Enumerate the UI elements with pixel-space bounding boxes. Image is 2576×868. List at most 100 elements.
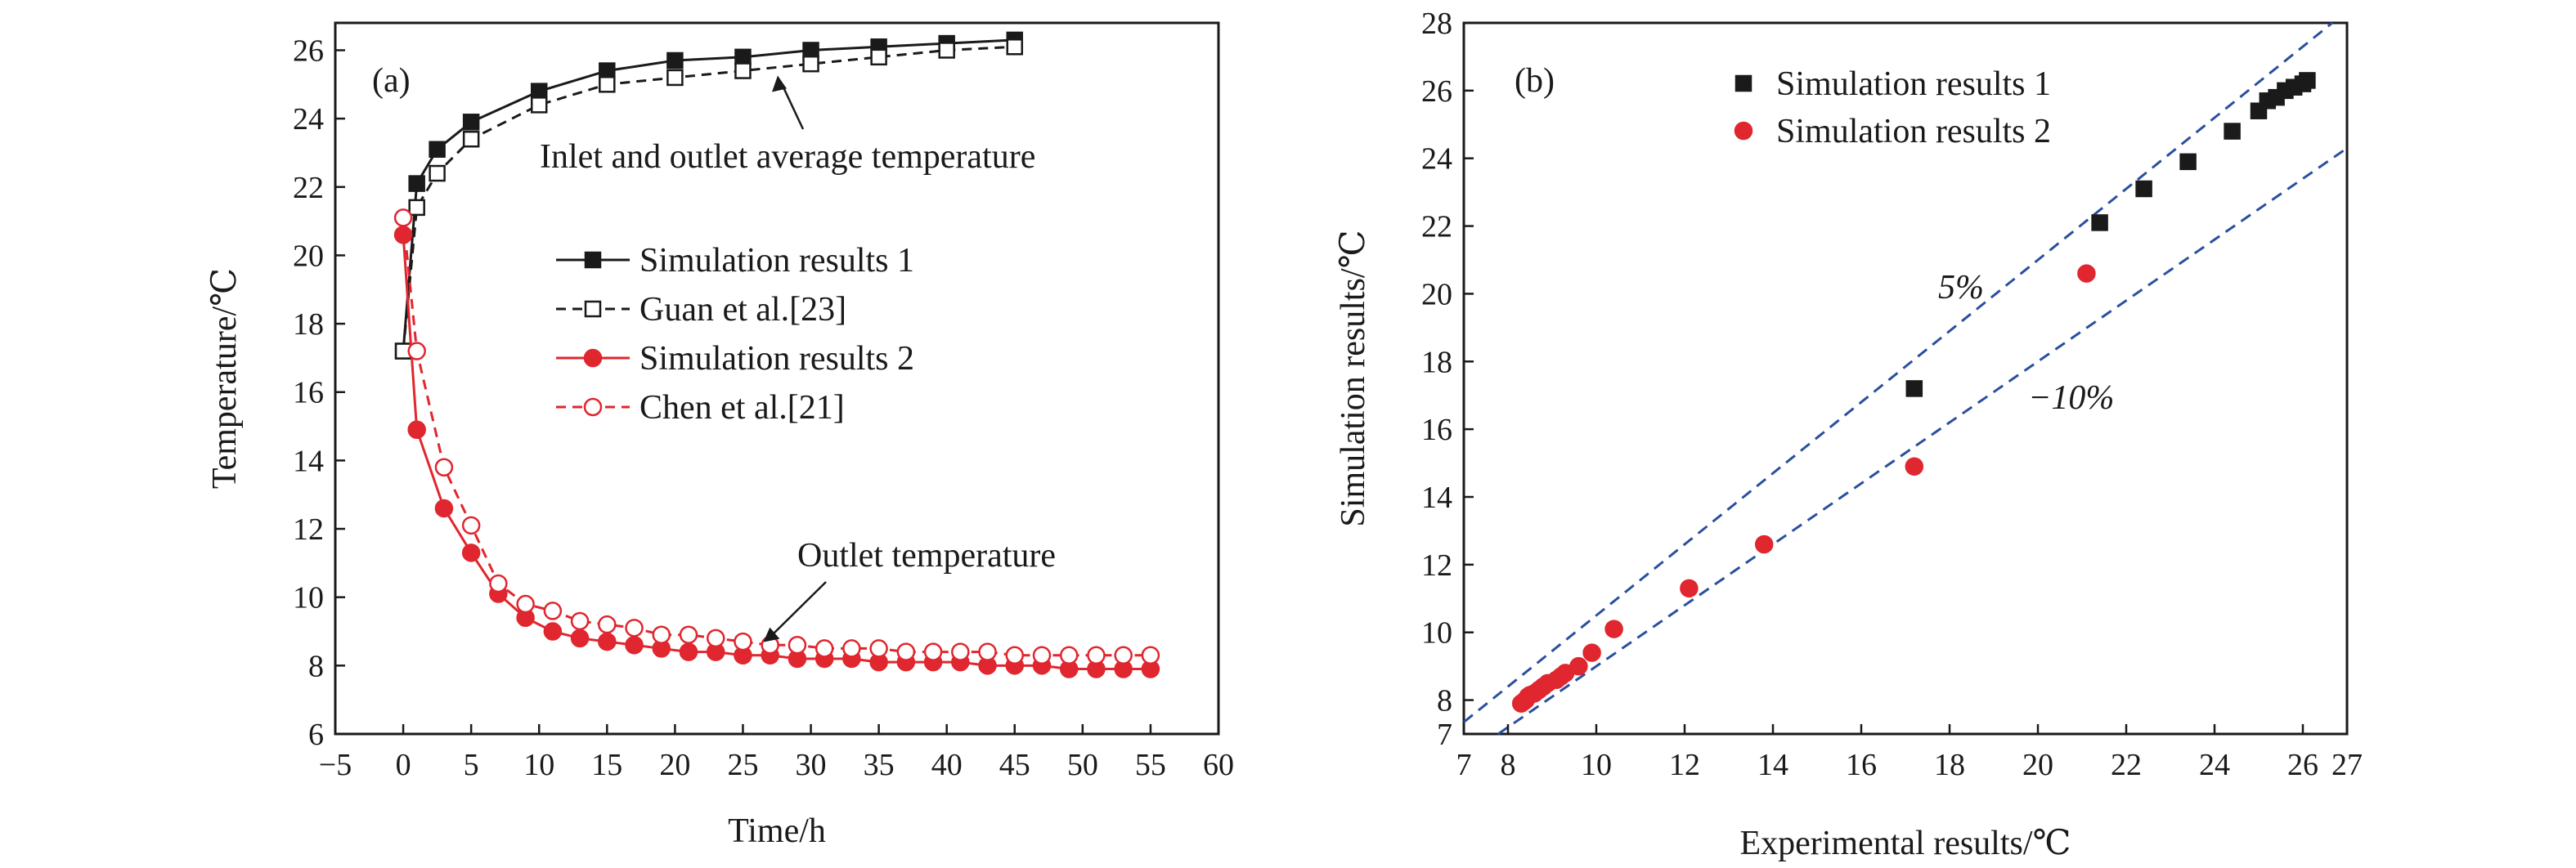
panel-a-x-tick-label: 30 — [796, 748, 827, 782]
panel-b-series-2-point — [1680, 579, 1699, 598]
panel-a-y-tick-label: 18 — [293, 307, 324, 342]
panel-a-legend-marker — [584, 251, 602, 269]
panel-b-y-tick-label: 12 — [1421, 548, 1452, 583]
panel-b-series-2-point — [1754, 535, 1774, 554]
panel-b-reference-line — [1463, 21, 2333, 723]
panel-b-series-2-point — [2077, 264, 2096, 283]
panel-b-x-tick-label: 7 — [1456, 748, 1472, 782]
panel-a-series-4-point — [461, 516, 481, 535]
panel-b-x-tick-label: 27 — [2331, 748, 2363, 782]
panel-a-series-2-point — [802, 55, 819, 73]
panel-a-series-4-point — [815, 639, 834, 658]
panel-a-y-tick-label: 10 — [293, 581, 324, 615]
panel-b-x-axis-title: Experimental results/℃ — [1739, 825, 2071, 862]
panel-b-reference-line — [1497, 147, 2348, 736]
panel-b-legend: Simulation results 1 Simulation results 2 — [1734, 65, 2051, 150]
panel-a-series-3-point — [543, 622, 563, 641]
panel-a-legend-label: Simulation results 1 — [640, 242, 914, 280]
panel-a-x-tick-label: 0 — [396, 748, 411, 782]
panel-a-series-3-point — [407, 420, 426, 439]
panel-a-legend-label: Simulation results 2 — [640, 340, 914, 378]
panel-b-series-1-point — [2135, 180, 2152, 198]
panel-a-axis-ticks: −5 0 5 10 15 20 25 30 35 40 45 50 55 60 6 8 10 12 14 16 18 20… — [293, 34, 1234, 782]
panel-a-series-2-point — [734, 62, 752, 79]
panel-a-legend-label: Chen et al.[21] — [640, 389, 845, 427]
panel-a-series-3-point — [679, 642, 698, 661]
panel-a-y-tick-label: 22 — [293, 171, 324, 205]
panel-a-series-1-point — [530, 83, 548, 100]
panel-a-series-4-point — [788, 636, 807, 655]
panel-b-series-2-point — [1511, 694, 1531, 713]
panel-b-series-1-point — [2299, 72, 2316, 89]
panel-a-annotation-arrow — [769, 581, 827, 638]
panel-a-series-1-point — [429, 141, 446, 159]
panel-a-series-2-point — [666, 69, 684, 87]
panel-b-chart: 5%−10% 7 8 10 12 14 16 18 20 22 24 26 2778101214161… — [1335, 7, 2363, 862]
panel-b-y-tick-label: 28 — [1421, 7, 1452, 41]
panel-a-series-layer — [393, 31, 1160, 678]
panel-a-y-tick-label: 26 — [293, 34, 324, 68]
panel-b-series-1-point — [2179, 153, 2197, 171]
panel-b-series-2-point — [1582, 643, 1601, 662]
panel-a-x-tick-label: 35 — [864, 748, 895, 782]
panel-b-axis-ticks: 7 8 10 12 14 16 18 20 22 24 26 27781012141618202224… — [1421, 7, 2363, 782]
panel-a-series-2-point — [530, 96, 548, 114]
panel-a-series-4-point — [1114, 646, 1133, 665]
panel-a-x-axis-title: Time/h — [728, 812, 826, 850]
panel-b-y-tick-label: 8 — [1437, 684, 1452, 718]
panel-a-series-4-point — [543, 602, 563, 620]
panel-a-legend: Simulation results 1 Guan et al.[23] Simul… — [556, 242, 914, 427]
panel-b-series-2-point — [1905, 457, 1924, 476]
panel-b-y-tick-label: 18 — [1421, 345, 1452, 379]
panel-a-series-2-point — [1006, 38, 1024, 56]
panel-a-series-4-point — [652, 625, 671, 644]
panel-b-x-tick-label: 12 — [1669, 748, 1700, 782]
panel-a-series-4-point — [1059, 646, 1079, 665]
panel-a-y-tick-label: 20 — [293, 239, 324, 273]
panel-b-y-tick-label: 7 — [1437, 718, 1452, 752]
panel-b-reference-label: 5% — [1938, 269, 1984, 306]
panel-a-y-tick-label: 14 — [293, 444, 324, 478]
panel-a-x-tick-label: 5 — [464, 748, 479, 782]
panel-a-series-3-point — [598, 632, 617, 651]
panel-b-label: (b) — [1515, 62, 1555, 100]
panel-a-series-4-point — [625, 619, 644, 638]
panel-b-legend-label: Simulation results 2 — [1776, 113, 2051, 150]
panel-a-plot-frame — [334, 21, 1220, 736]
panel-a-series-4-point — [869, 639, 888, 658]
panel-b-y-tick-label: 22 — [1421, 210, 1452, 244]
panel-b-x-tick-label: 8 — [1501, 748, 1516, 782]
panel-a-series-4-point — [679, 625, 698, 644]
panel-a-series-2-point — [599, 76, 616, 93]
panel-a-series-3-point — [625, 636, 644, 655]
panel-a-annotation-arrowhead — [763, 627, 780, 642]
panel-a-series-2-point — [462, 130, 480, 148]
panel-a-series-3-point — [570, 629, 590, 648]
panel-a-x-tick-label: 25 — [727, 748, 758, 782]
panel-b-series-1-point — [2091, 214, 2108, 231]
panel-a-x-tick-label: 20 — [659, 748, 690, 782]
panel-a-x-tick-label: 40 — [931, 748, 963, 782]
panel-a-series-1-point — [599, 62, 616, 79]
panel-b-y-tick-label: 26 — [1421, 74, 1452, 109]
panel-a-series-4-point — [489, 574, 508, 593]
panel-b-legend-label: Simulation results 1 — [1776, 65, 2051, 103]
panel-a-annotation-arrow — [779, 82, 805, 130]
panel-a-y-tick-label: 8 — [308, 649, 324, 683]
panel-a-x-tick-label: 60 — [1203, 748, 1234, 782]
panel-a-legend-marker — [584, 300, 602, 318]
panel-b-x-tick-label: 26 — [2287, 748, 2318, 782]
panel-b-y-tick-label: 20 — [1421, 277, 1452, 311]
panel-a-series-4-point — [842, 639, 861, 658]
panel-a-series-2-point — [938, 42, 955, 59]
panel-a-series-3-point — [393, 226, 413, 244]
panel-b-x-tick-label: 18 — [1934, 748, 1965, 782]
panel-a-x-tick-label: 55 — [1135, 748, 1166, 782]
panel-a-series-4-point — [706, 629, 725, 648]
panel-a-series-4-point — [923, 642, 943, 661]
panel-a-legend-marker — [583, 397, 603, 417]
panel-a-y-tick-label: 6 — [308, 718, 324, 752]
panel-a-series-4-point — [393, 208, 413, 227]
panel-a-series-4-point — [978, 642, 997, 661]
panel-b-series-layer — [1511, 72, 2316, 713]
